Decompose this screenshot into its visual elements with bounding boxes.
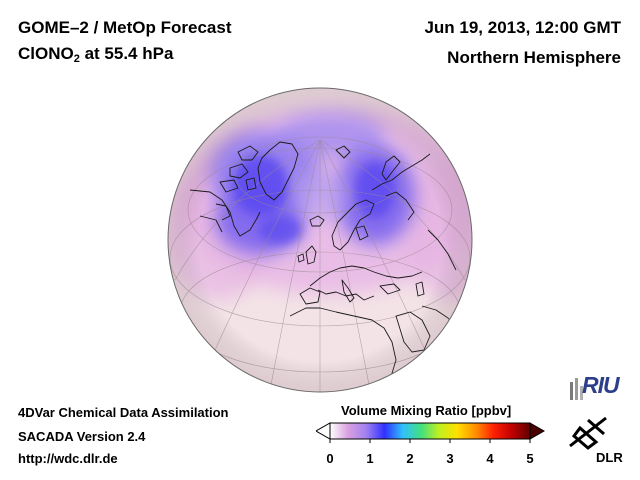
riu-mark-icon <box>570 378 583 400</box>
globe-map <box>167 87 473 393</box>
globe-outline <box>167 87 473 393</box>
globe-content <box>168 88 472 392</box>
colorbar-tick-label: 5 <box>526 451 534 466</box>
colorbar-min-arrow <box>316 422 331 440</box>
riu-logo: RIU <box>568 372 628 404</box>
datetime-label: Jun 19, 2013, 12:00 GMT <box>424 18 621 37</box>
colorbar-bar <box>329 422 531 440</box>
species-level: at 55.4 hPa <box>79 44 174 63</box>
product-title: GOME–2 / MetOp Forecast <box>18 18 232 37</box>
method-label: 4DVar Chemical Data Assimilation <box>18 405 229 420</box>
dlr-logo: DLR <box>564 412 623 468</box>
riu-logo-text: RIU <box>582 372 620 398</box>
globe-shading <box>168 88 472 392</box>
dlr-mark-icon <box>569 416 607 450</box>
colorbar-tick-label: 2 <box>406 451 414 466</box>
species-title: ClONO2 at 55.4 hPa <box>18 44 173 65</box>
colorbar <box>316 422 546 443</box>
region-label: Northern Hemisphere <box>447 48 621 67</box>
colorbar-tick-label: 0 <box>326 451 334 466</box>
species-name: ClONO <box>18 44 74 63</box>
colorbar-title: Volume Mixing Ratio [ppbv] <box>341 403 512 418</box>
colorbar-max-arrow <box>529 422 546 440</box>
species-subscript: 2 <box>73 53 80 65</box>
colorbar-tick-label: 4 <box>486 451 494 466</box>
version-label: SACADA Version 2.4 <box>18 429 146 444</box>
url-label: http://wdc.dlr.de <box>18 451 118 466</box>
colorbar-tick-label: 1 <box>366 451 374 466</box>
dlr-logo-text: DLR <box>596 450 623 465</box>
colorbar-ticks <box>329 439 531 443</box>
colorbar-tick-label: 3 <box>446 451 454 466</box>
